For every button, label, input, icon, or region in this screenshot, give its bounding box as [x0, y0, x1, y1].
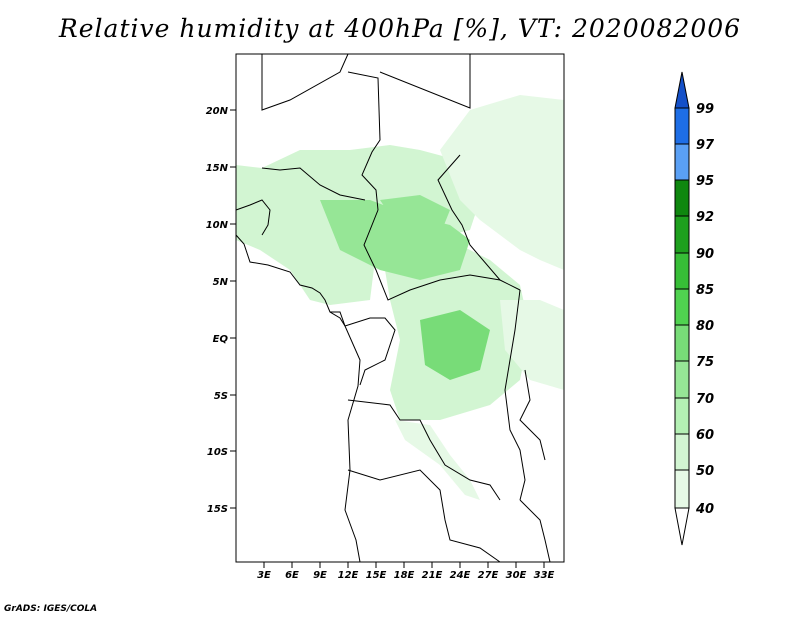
lon-tick: 24E — [450, 562, 471, 581]
lon-tick: 27E — [478, 562, 499, 581]
lat-tick: 20N — [206, 106, 236, 117]
lon-tick: 18E — [394, 562, 415, 581]
colorbar-label: 90 — [696, 247, 714, 262]
lat-tick-label: EQ — [213, 334, 229, 345]
lon-tick: 33E — [534, 562, 555, 581]
map-frame — [235, 53, 565, 563]
colorbar-label: 50 — [696, 464, 714, 479]
lat-tick: 5S — [214, 391, 236, 402]
lon-tick: 9E — [313, 562, 327, 581]
lon-tick: 21E — [422, 562, 443, 581]
border-drc-south — [347, 399, 501, 501]
lon-tick: 6E — [285, 562, 299, 581]
lat-tick-label: 15N — [206, 163, 229, 174]
lat-axis: 20N 15N 10N 5N EQ 5S 10S 15S — [206, 106, 236, 515]
lon-tick: 12E — [338, 562, 359, 581]
colorbar-label: 80 — [696, 319, 714, 334]
colorbar-segment — [674, 215, 690, 254]
colorbar-segment — [674, 179, 690, 217]
lon-tick-label: 24E — [450, 570, 471, 581]
colorbar-label: 85 — [696, 283, 714, 298]
colorbar-segment — [674, 143, 690, 181]
colorbar-segment — [674, 469, 690, 509]
lat-tick-label: 5N — [213, 277, 229, 288]
colorbar-top-triangle — [674, 71, 690, 109]
humidity-area-core-3 — [380, 195, 450, 235]
lat-tick: 15S — [207, 504, 236, 515]
humidity-area-southern-tail — [395, 420, 480, 500]
colorbar-segment — [674, 252, 690, 290]
colorbar: 99 97 95 92 90 85 80 75 70 60 50 40 — [674, 71, 715, 546]
colorbar-label: 75 — [696, 355, 714, 370]
lat-tick-label: 15S — [207, 504, 228, 515]
colorbar-segment — [674, 360, 690, 399]
colorbar-segment — [674, 324, 690, 362]
lon-tick-label: 3E — [257, 570, 271, 581]
colorbar-segment — [674, 397, 690, 435]
lon-tick-label: 9E — [313, 570, 327, 581]
colorbar-label: 40 — [695, 502, 714, 517]
border-southeast — [519, 499, 551, 563]
lat-tick-label: 10S — [207, 447, 228, 458]
lat-tick: 10S — [207, 447, 236, 458]
lon-tick: 15E — [366, 562, 387, 581]
humidity-shading — [236, 95, 564, 500]
colorbar-label: 70 — [696, 392, 714, 407]
lon-tick-label: 33E — [534, 570, 555, 581]
lon-tick-label: 30E — [506, 570, 527, 581]
lat-tick-label: 10N — [206, 220, 229, 231]
humidity-area-core-2 — [420, 310, 490, 380]
colorbar-label: 99 — [696, 102, 714, 117]
coastlines-and-borders — [235, 53, 551, 563]
lat-tick: 15N — [206, 163, 236, 174]
border-west-1 — [235, 199, 271, 236]
grads-credit: GrADS: IGES/COLA — [4, 604, 98, 614]
lon-tick-label: 15E — [366, 570, 387, 581]
border-gabon-congo — [330, 311, 396, 386]
colorbar-bottom-triangle — [674, 507, 690, 546]
lake-border-east — [519, 369, 546, 461]
lat-tick: EQ — [213, 334, 236, 345]
lon-tick-label: 6E — [285, 570, 299, 581]
lat-tick-label: 5S — [214, 391, 228, 402]
border-car — [363, 209, 521, 301]
border-north-1 — [261, 53, 349, 111]
lon-tick-label: 12E — [338, 570, 359, 581]
lat-tick: 5N — [213, 277, 236, 288]
border-north-3 — [379, 54, 471, 109]
lon-tick-label: 21E — [422, 570, 443, 581]
colorbar-segment — [674, 107, 690, 145]
border-drc-east — [504, 289, 526, 501]
chart-title: Relative humidity at 400hPa [%], VT: 202… — [58, 14, 742, 43]
humidity-area-north-east — [440, 95, 564, 270]
border-angola — [347, 469, 501, 563]
lon-tick: 30E — [506, 562, 527, 581]
border-chad-sudan — [437, 154, 501, 281]
lon-tick-label: 18E — [394, 570, 415, 581]
border-north-2 — [347, 71, 381, 211]
border-west-2 — [261, 167, 366, 201]
colorbar-label: 92 — [696, 210, 714, 225]
humidity-area-core-1 — [320, 200, 470, 280]
colorbar-segment — [674, 288, 690, 326]
lon-tick: 3E — [257, 562, 271, 581]
colorbar-label: 95 — [696, 174, 714, 189]
lat-tick: 10N — [206, 220, 236, 231]
lon-tick-label: 27E — [478, 570, 499, 581]
lon-axis: 3E 6E 9E 12E 15E 18E 21E 24E 27E 30E 33E — [257, 562, 555, 581]
colorbar-segment — [674, 433, 690, 471]
lat-tick-label: 20N — [206, 106, 229, 117]
colorbar-label: 60 — [696, 428, 714, 443]
colorbar-label: 97 — [696, 138, 715, 153]
